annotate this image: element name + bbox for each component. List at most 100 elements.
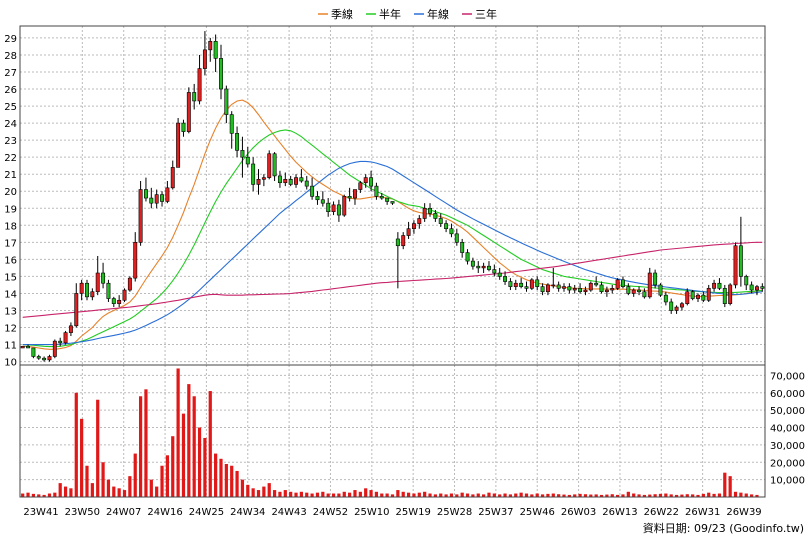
volume-bar (310, 493, 314, 497)
candle (513, 279, 518, 291)
candle (465, 249, 470, 265)
volume-bar (465, 493, 470, 497)
candle (122, 288, 127, 302)
candle-body (127, 277, 132, 291)
price-tick-label: 26 (4, 85, 17, 96)
candle-body (326, 202, 331, 212)
volume-bar (122, 490, 127, 497)
candle (310, 177, 315, 200)
candle-body (31, 347, 36, 357)
candle-body (615, 279, 620, 289)
volume-bar (674, 494, 679, 497)
ma-three-line (22, 241, 763, 318)
volume-bar (246, 484, 250, 497)
volume-bar (423, 491, 427, 497)
candle-body (106, 282, 111, 299)
x-axis: 23W41 23W50 24W07 24W16 24W25 24W34 24W43 24W52… (23, 507, 761, 518)
candle-body (310, 185, 315, 197)
candle-body (336, 204, 341, 216)
candle (326, 198, 331, 217)
candle-body (342, 196, 347, 216)
candle-body (299, 177, 304, 182)
price-tick-label: 24 (4, 119, 17, 130)
candle-body (401, 235, 406, 247)
candle (567, 283, 572, 294)
candle-body (111, 298, 116, 304)
candle (621, 276, 625, 289)
volume-bar (235, 470, 239, 497)
volume-bar (648, 494, 652, 497)
price-tick-label: 23 (4, 136, 17, 147)
candle-body (696, 294, 700, 299)
candle-body (374, 185, 379, 197)
volume-bar (240, 479, 245, 497)
volume-bar (717, 493, 722, 497)
volume-bar (626, 491, 630, 497)
candle (299, 169, 304, 183)
volume-bar (358, 491, 362, 497)
volume-bar (428, 493, 432, 497)
candle (101, 262, 106, 289)
candle-body (363, 177, 368, 184)
candle-body (749, 284, 754, 291)
candle (669, 298, 674, 314)
volume-bar (348, 492, 352, 497)
candle (717, 278, 722, 291)
candle-body (706, 288, 711, 301)
volume-bar (96, 399, 100, 497)
candle-body (95, 272, 100, 293)
candle-body (508, 281, 513, 287)
candle-body (540, 286, 545, 293)
candle (604, 286, 609, 297)
candle-body (288, 179, 293, 185)
candle-body (712, 282, 717, 289)
x-tick-label: 26W22 (644, 507, 679, 518)
candle-body (647, 272, 652, 298)
volume-bar (315, 492, 320, 497)
candle-body (143, 189, 148, 199)
candle-body (267, 153, 272, 178)
price-tick-label: 15 (4, 272, 17, 283)
candle (422, 203, 427, 222)
candle (294, 174, 298, 188)
candle (540, 283, 545, 296)
x-tick-label: 25W28 (437, 507, 472, 518)
volume-tick-label: 60,000 (770, 389, 805, 400)
volume-bar (530, 494, 534, 497)
price-tick-label: 22 (4, 153, 17, 164)
price-tick-label: 21 (4, 170, 17, 181)
x-tick-label: 23W50 (65, 507, 100, 518)
candle-body (444, 223, 449, 230)
candle (374, 182, 379, 200)
candle (503, 271, 508, 285)
candle-body (90, 291, 95, 298)
volume-bar (417, 492, 421, 497)
candle-body (701, 294, 706, 301)
candle-body (320, 199, 325, 204)
candle-body (551, 284, 556, 287)
candle (744, 274, 749, 291)
volume-bar (321, 491, 325, 497)
candle-body (738, 245, 743, 277)
candle-body (733, 245, 738, 286)
candle-body (545, 284, 550, 293)
candle-body (599, 284, 604, 293)
volume-bar (283, 490, 287, 497)
volume-bar (31, 493, 36, 497)
volume-bar (251, 488, 255, 497)
candle (74, 283, 79, 328)
volume-bar (691, 494, 695, 497)
price-tick-label: 12 (4, 324, 17, 335)
candle (588, 281, 593, 292)
x-tick-label: 25W46 (520, 507, 555, 518)
candle (277, 170, 282, 188)
candle (438, 213, 443, 228)
candle (685, 288, 690, 306)
volume-bar (755, 494, 759, 497)
candle-body (117, 299, 122, 304)
candle-body (449, 228, 454, 235)
candle-body (594, 282, 599, 286)
volume-bar (519, 492, 523, 497)
candle (208, 37, 213, 62)
candle-body (658, 284, 663, 296)
